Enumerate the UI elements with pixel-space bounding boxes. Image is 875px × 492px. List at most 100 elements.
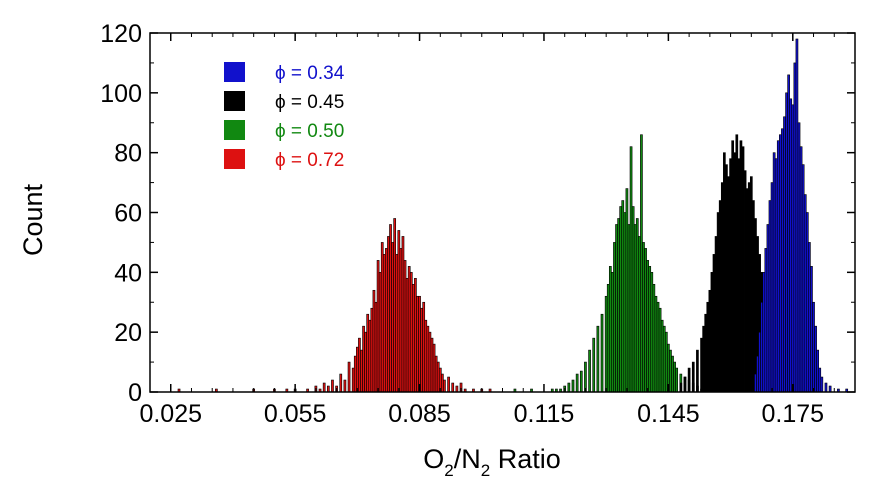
bar-series-3-26 (808, 242, 811, 393)
bar-series-0-49 (420, 307, 423, 393)
bar-series-1-15 (604, 295, 608, 393)
bar-series-1-17 (608, 266, 612, 393)
bar-series-2-12 (714, 236, 718, 393)
bar-series-0-60 (443, 379, 446, 393)
bar-series-1-49 (675, 367, 679, 393)
bar-series-0-26 (372, 289, 376, 393)
x-tick-label-5: 0.175 (762, 400, 825, 428)
bar-series-0-53 (428, 331, 432, 393)
y-tick-label-2: 40 (114, 259, 142, 287)
y-tick-label-0: 0 (128, 379, 142, 407)
bar-series-3-24 (803, 194, 807, 393)
bar-series-3-21 (797, 122, 801, 393)
bar-series-1-21 (617, 218, 620, 393)
bar-series-0-30 (380, 242, 384, 393)
bar-series-3-5 (764, 248, 768, 393)
x-tick-label-4: 0.145 (637, 400, 700, 428)
bar-series-0-51 (424, 319, 428, 393)
bar-series-0-38 (397, 230, 401, 393)
bar-series-0-17 (353, 355, 357, 393)
bar-series-2-20 (731, 140, 735, 393)
bar-series-1-14 (600, 313, 604, 393)
bar-series-2-21 (733, 152, 737, 393)
bar-series-1-8 (575, 373, 579, 393)
bar-series-2-11 (712, 254, 716, 393)
bar-series-3-22 (799, 146, 803, 393)
bar-series-1-25 (625, 188, 629, 393)
legend-swatch-1 (224, 91, 245, 111)
bar-series-2-17 (725, 164, 728, 393)
bar-series-1-20 (615, 224, 618, 393)
bar-series-1-12 (592, 337, 596, 393)
bar-series-2-3 (691, 361, 695, 393)
bar-series-1-42 (660, 319, 664, 393)
bar-series-0-25 (370, 307, 374, 393)
bar-series-0-47 (416, 295, 419, 393)
bar-series-0-16 (351, 367, 355, 393)
bar-series-0-40 (401, 236, 405, 393)
bar-series-0-35 (391, 242, 394, 393)
bar-series-0-55 (432, 343, 436, 393)
bar-series-0-27 (374, 301, 378, 393)
bar-series-0-14 (343, 379, 347, 393)
bar-series-2-23 (737, 158, 741, 393)
bar-series-3-12 (779, 134, 782, 393)
bar-series-0-44 (409, 272, 413, 393)
bar-series-2-5 (700, 337, 703, 393)
bar-series-3-29 (814, 325, 817, 393)
bar-series-3-20 (795, 38, 799, 393)
x-axis-title-part-1: 2 (444, 461, 453, 480)
bar-series-2-14 (718, 200, 722, 393)
bar-series-2-28 (747, 182, 751, 393)
x-tick-label-0: 0.025 (139, 400, 202, 428)
bar-series-3-30 (816, 349, 820, 393)
bar-series-1-41 (658, 307, 662, 393)
bar-series-2-25 (741, 146, 745, 393)
bar-series-0-23 (366, 313, 370, 393)
bar-series-3-33 (824, 382, 828, 393)
bar-series-2-0 (679, 382, 683, 393)
bar-series-1-22 (619, 206, 623, 393)
bar-series-0-19 (358, 337, 361, 393)
bar-series-1-44 (664, 331, 668, 393)
bar-series-0-39 (399, 248, 403, 393)
bar-series-2-16 (723, 152, 726, 393)
y-tick-label-6: 120 (100, 20, 142, 48)
bar-series-3-31 (818, 367, 822, 393)
bar-series-2-4 (696, 349, 699, 393)
bar-series-3-13 (781, 128, 784, 393)
bar-series-0-56 (434, 355, 438, 393)
bar-series-0-36 (393, 218, 397, 393)
bar-series-3-28 (812, 301, 815, 393)
bar-series-0-18 (356, 346, 359, 393)
legend-label-2: ϕ = 0.50 (275, 121, 344, 142)
bar-series-2-9 (708, 289, 712, 393)
bar-series-0-15 (347, 361, 351, 393)
bar-series-1-34 (644, 248, 647, 393)
bar-series-3-32 (820, 376, 824, 393)
bar-series-1-23 (621, 200, 625, 393)
bar-series-3-16 (787, 74, 790, 393)
bar-series-3-8 (770, 182, 774, 393)
bar-series-0-33 (387, 236, 390, 393)
y-tick-label-4: 80 (114, 140, 142, 168)
bar-series-1-28 (631, 206, 635, 393)
bar-series-1-32 (640, 134, 643, 393)
bar-series-0-62 (451, 382, 455, 393)
x-axis-title-part-3: 2 (481, 461, 490, 480)
bar-series-1-7 (571, 379, 575, 393)
bar-series-1-24 (623, 212, 627, 393)
bar-series-0-45 (411, 283, 415, 393)
bar-series-1-29 (633, 224, 637, 393)
bar-series-3-11 (776, 140, 780, 393)
bar-series-0-63 (455, 385, 459, 393)
bar-series-1-27 (629, 146, 633, 393)
bar-series-2-26 (743, 170, 747, 393)
bar-series-1-6 (567, 382, 571, 393)
bar-series-3-25 (805, 212, 809, 393)
bar-series-3-9 (772, 152, 776, 393)
bar-series-0-22 (364, 331, 367, 393)
bar-series-3-1 (756, 355, 759, 393)
bar-series-3-7 (768, 200, 772, 393)
bar-series-0-11 (331, 379, 334, 393)
